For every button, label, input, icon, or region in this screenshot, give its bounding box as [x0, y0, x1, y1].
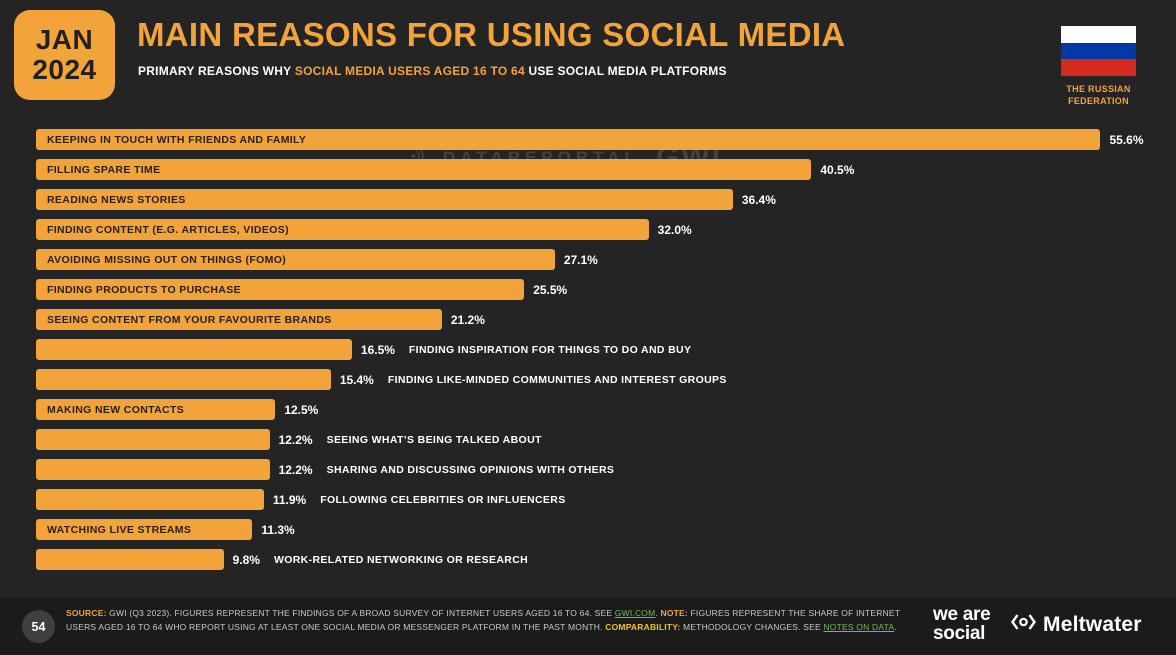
category-label: FINDING PRODUCTS TO PURCHASE [47, 283, 241, 296]
bar-row: AVOIDING MISSING OUT ON THINGS (FOMO) 27.… [36, 249, 1156, 270]
subtitle: PRIMARY REASONS WHY SOCIAL MEDIA USERS A… [138, 64, 727, 78]
we-are-social-logo: we are social [933, 604, 991, 644]
bar-row: 12.2% SHARING AND DISCUSSING OPINIONS WIT… [36, 459, 1156, 480]
bar-row: FINDING CONTENT (E.G. ARTICLES, VIDEOS) 3… [36, 219, 1156, 240]
region-label: THE RUSSIAN FEDERATION [1066, 84, 1131, 106]
bar-row: 12.2% SEEING WHAT’S BEING TALKED ABOUT [36, 429, 1156, 450]
subtitle-highlight: SOCIAL MEDIA USERS AGED 16 TO 64 [294, 64, 525, 78]
bar [36, 369, 331, 390]
value-label: 11.3% [261, 522, 295, 537]
subtitle-text: PRIMARY REASONS WHY [138, 64, 295, 78]
flag-stripe-blue [1061, 42, 1136, 60]
value-label: 15.4% [339, 372, 374, 387]
category-label: READING NEWS STORIES [47, 193, 186, 206]
bar: FINDING PRODUCTS TO PURCHASE [36, 279, 525, 300]
category-label: SEEING CONTENT FROM YOUR FAVOURITE BRAND… [47, 313, 332, 326]
value-label: 9.8% [232, 552, 260, 567]
value-label: 11.9% [272, 492, 307, 507]
source-text: GWI (Q3 2023). FIGURES REPRESENT THE FIN… [106, 608, 615, 618]
meltwater-logo: Meltwater [1010, 612, 1142, 638]
bar-row: MAKING NEW CONTACTS 12.5% [36, 399, 1156, 420]
russia-flag [1061, 26, 1136, 76]
bar-row: FINDING PRODUCTS TO PURCHASE 25.5% [36, 279, 1156, 300]
bar-row: WATCHING LIVE STREAMS 11.3% [36, 519, 1156, 540]
bar: READING NEWS STORIES [36, 189, 733, 210]
bar: WATCHING LIVE STREAMS [36, 519, 253, 540]
category-label: SEEING WHAT’S BEING TALKED ABOUT [326, 433, 542, 446]
bar-row: READING NEWS STORIES 36.4% [36, 189, 1156, 210]
value-label: 21.2% [450, 312, 485, 327]
source-note: SOURCE: GWI (Q3 2023). FIGURES REPRESENT… [66, 607, 916, 634]
value-label: 27.1% [563, 252, 598, 267]
bar: FINDING CONTENT (E.G. ARTICLES, VIDEOS) [36, 219, 649, 240]
source-link[interactable]: GWI.COM [614, 608, 656, 618]
value-label: 12.2% [278, 462, 313, 477]
flag-stripe-red [1061, 59, 1136, 76]
value-label: 36.4% [741, 192, 776, 207]
footer: 54 SOURCE: GWI (Q3 2023). FIGURES REPRES… [0, 598, 1176, 655]
value-label: 32.0% [657, 222, 692, 237]
value-label: 12.2% [278, 432, 313, 447]
flag-stripe-white [1061, 26, 1136, 43]
meltwater-icon [1010, 612, 1037, 638]
bar-row: 9.8% WORK-RELATED NETWORKING OR RESEARCH [36, 549, 1156, 570]
bar: SEEING CONTENT FROM YOUR FAVOURITE BRAND… [36, 309, 442, 330]
value-label: 55.6% [1109, 132, 1144, 147]
category-label: FILLING SPARE TIME [47, 163, 161, 176]
page-number-badge: 54 [22, 610, 55, 643]
subtitle-text: USE SOCIAL MEDIA PLATFORMS [524, 64, 727, 78]
bar-row: 16.5% FINDING INSPIRATION FOR THINGS TO D… [36, 339, 1156, 360]
date-badge: JAN 2024 [14, 10, 115, 100]
bar-row: KEEPING IN TOUCH WITH FRIENDS AND FAMILY… [36, 129, 1156, 150]
source-text: FIGURES REPRESENT THE SHARE OF INTERNET … [66, 608, 901, 632]
category-label: WORK-RELATED NETWORKING OR RESEARCH [273, 553, 529, 566]
bar: MAKING NEW CONTACTS [36, 399, 276, 420]
value-label: 40.5% [820, 162, 855, 177]
source-text: . [655, 608, 661, 618]
category-label: KEEPING IN TOUCH WITH FRIENDS AND FAMILY [47, 133, 307, 146]
bar-chart: KEEPING IN TOUCH WITH FRIENDS AND FAMILY… [36, 129, 1156, 579]
value-label: 25.5% [533, 282, 568, 297]
page-title: MAIN REASONS FOR USING SOCIAL MEDIA [137, 16, 846, 53]
bar [36, 339, 352, 360]
value-label: 12.5% [284, 402, 319, 417]
bar-row: 15.4% FINDING LIKE-MINDED COMMUNITIES AND… [36, 369, 1156, 390]
category-label: MAKING NEW CONTACTS [47, 403, 185, 416]
category-label: FINDING LIKE-MINDED COMMUNITIES AND INTE… [387, 373, 727, 386]
bar [36, 549, 224, 570]
meltwater-wordmark: Meltwater [1043, 613, 1142, 636]
value-label: 16.5% [360, 342, 395, 357]
source-link[interactable]: NOTES ON DATA [823, 621, 895, 632]
source-text: . [894, 621, 897, 632]
category-label: FINDING INSPIRATION FOR THINGS TO DO AND… [408, 343, 692, 356]
category-label: FINDING CONTENT (E.G. ARTICLES, VIDEOS) [47, 223, 289, 236]
source-text: SOURCE: [66, 608, 107, 618]
we-are-social-line1: we are [933, 604, 991, 625]
bar [36, 429, 270, 450]
category-label: SHARING AND DISCUSSING OPINIONS WITH OTH… [326, 463, 615, 476]
bar [36, 459, 270, 480]
bar: KEEPING IN TOUCH WITH FRIENDS AND FAMILY [36, 129, 1101, 150]
bar-row: FILLING SPARE TIME 40.5% [36, 159, 1156, 180]
bar-row: 11.9% FOLLOWING CELEBRITIES OR INFLUENCER… [36, 489, 1156, 510]
bar [36, 489, 264, 510]
category-label: FOLLOWING CELEBRITIES OR INFLUENCERS [320, 493, 566, 506]
bar-row: SEEING CONTENT FROM YOUR FAVOURITE BRAND… [36, 309, 1156, 330]
source-text: METHODOLOGY CHANGES. SEE [680, 621, 824, 632]
source-text: NOTE: [660, 608, 688, 618]
date-badge-year: 2024 [32, 54, 97, 85]
source-text: COMPARABILITY: [605, 621, 681, 632]
category-label: WATCHING LIVE STREAMS [47, 523, 192, 536]
we-are-social-line2: social [933, 622, 986, 644]
bar: AVOIDING MISSING OUT ON THINGS (FOMO) [36, 249, 555, 270]
category-label: AVOIDING MISSING OUT ON THINGS (FOMO) [47, 253, 287, 266]
date-badge-month: JAN [35, 23, 94, 55]
bar: FILLING SPARE TIME [36, 159, 812, 180]
